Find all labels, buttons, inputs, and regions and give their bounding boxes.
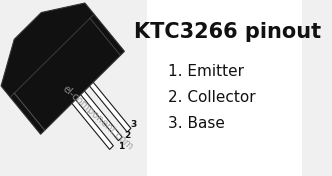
- Polygon shape: [79, 89, 122, 141]
- Text: 1: 1: [118, 142, 124, 151]
- Polygon shape: [10, 14, 124, 134]
- Text: 3: 3: [130, 120, 136, 129]
- Text: 1. Emitter: 1. Emitter: [168, 64, 244, 80]
- Text: el-component.com: el-component.com: [61, 84, 135, 152]
- FancyBboxPatch shape: [147, 0, 302, 176]
- Text: 2: 2: [124, 131, 130, 140]
- Polygon shape: [88, 81, 131, 132]
- Text: KTC3266 pinout: KTC3266 pinout: [134, 22, 321, 42]
- Polygon shape: [71, 98, 113, 149]
- Text: 2. Collector: 2. Collector: [168, 90, 256, 105]
- Polygon shape: [1, 3, 94, 97]
- Text: 3. Base: 3. Base: [168, 117, 225, 131]
